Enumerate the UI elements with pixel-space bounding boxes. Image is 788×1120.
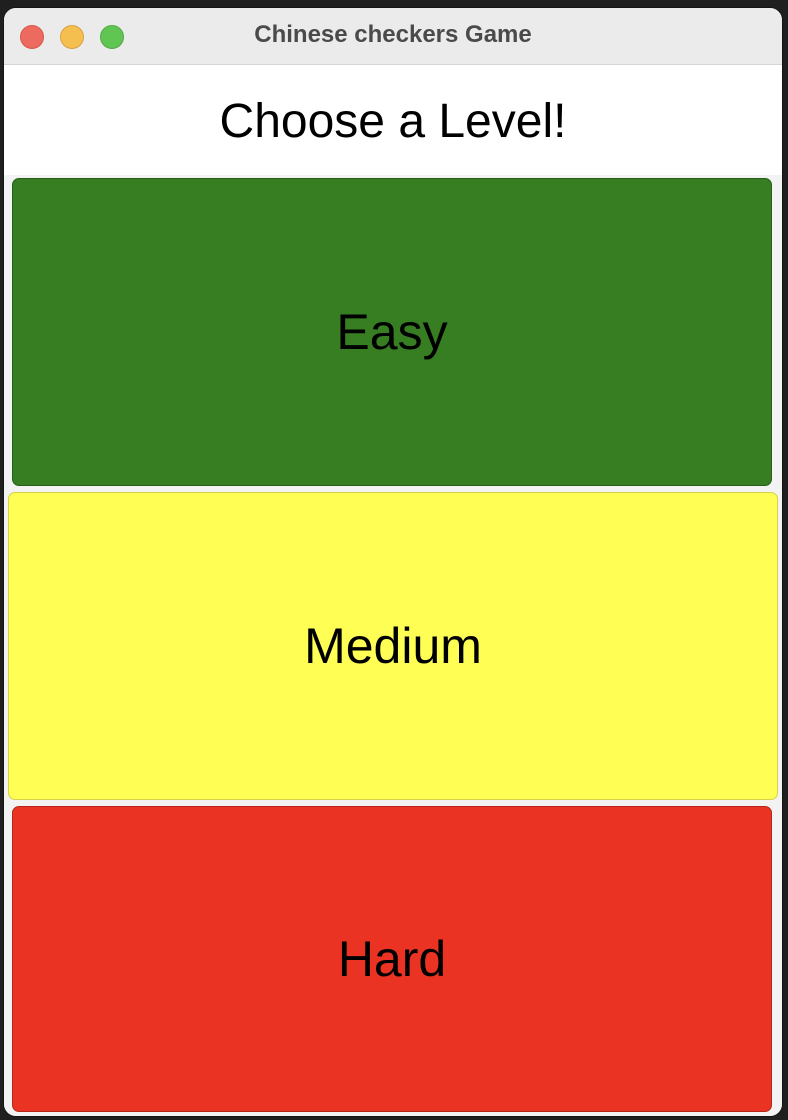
minimize-window-button[interactable] — [60, 25, 84, 49]
window-title: Chinese checkers Game — [254, 21, 532, 48]
medium-level-button[interactable]: Medium — [8, 492, 778, 800]
easy-level-button[interactable]: Easy — [12, 178, 772, 486]
hard-level-button[interactable]: Hard — [12, 806, 772, 1112]
header-area: Choose a Level! — [4, 65, 782, 175]
level-selection-panel: Choose a Level! Easy Medium Hard — [4, 65, 782, 1116]
game-window: Chinese checkers Game Choose a Level! Ea… — [4, 8, 782, 1116]
medium-level-label: Medium — [304, 618, 482, 674]
easy-level-label: Easy — [336, 304, 448, 360]
close-window-button[interactable] — [20, 25, 44, 49]
hard-level-label: Hard — [337, 931, 447, 987]
title-bar: Chinese checkers Game — [4, 8, 782, 65]
zoom-window-button[interactable] — [100, 25, 124, 49]
page-title: Choose a Level! — [219, 95, 567, 148]
